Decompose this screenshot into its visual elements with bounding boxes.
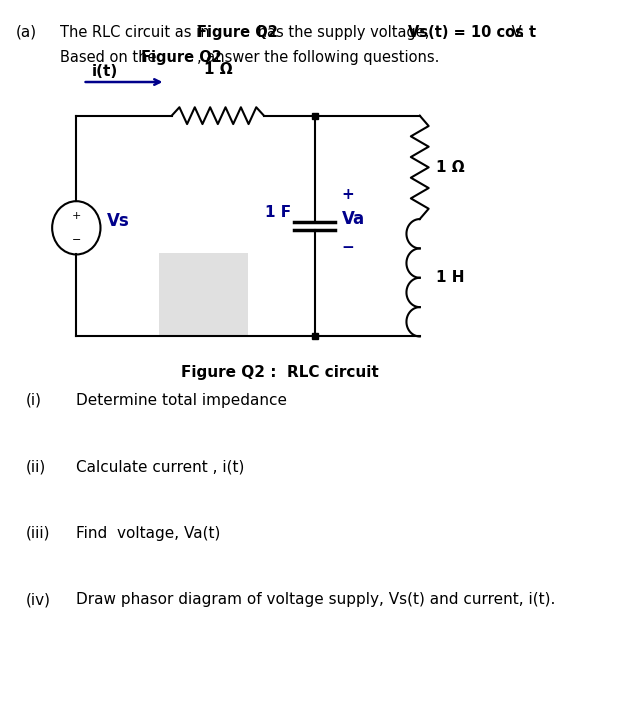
Text: Vs: Vs xyxy=(107,212,130,230)
Text: Figure Q2: Figure Q2 xyxy=(141,50,222,65)
Text: The RLC circuit as in: The RLC circuit as in xyxy=(60,25,215,39)
Text: , answer the following questions.: , answer the following questions. xyxy=(197,50,439,65)
Text: Based on the: Based on the xyxy=(60,50,162,65)
Text: 1 Ω: 1 Ω xyxy=(204,62,232,77)
Text: Figure Q2 :  RLC circuit: Figure Q2 : RLC circuit xyxy=(181,365,378,379)
Text: has the supply voltage,: has the supply voltage, xyxy=(252,25,434,39)
Text: (iii): (iii) xyxy=(25,526,50,540)
Text: +: + xyxy=(342,187,354,202)
Text: Determine total impedance: Determine total impedance xyxy=(76,393,287,407)
Text: V.: V. xyxy=(507,25,524,39)
Text: Figure Q2: Figure Q2 xyxy=(197,25,278,39)
Text: +: + xyxy=(72,211,81,221)
Text: Draw phasor diagram of voltage supply, Vs(t) and current, i(t).: Draw phasor diagram of voltage supply, V… xyxy=(76,592,556,607)
Text: Calculate current , i(t): Calculate current , i(t) xyxy=(76,459,245,474)
Text: i(t): i(t) xyxy=(92,64,118,79)
Text: −: − xyxy=(342,240,354,254)
Text: 1 Ω: 1 Ω xyxy=(436,160,464,175)
Text: (iv): (iv) xyxy=(25,592,50,607)
Text: Vs(t) = 10 cos t: Vs(t) = 10 cos t xyxy=(408,25,536,39)
Text: −: − xyxy=(72,235,81,245)
Text: 1 F: 1 F xyxy=(265,205,291,219)
Text: 1 H: 1 H xyxy=(436,271,464,285)
Text: Va: Va xyxy=(342,210,364,228)
Text: (ii): (ii) xyxy=(25,459,46,474)
Text: (i): (i) xyxy=(25,393,41,407)
Text: Find  voltage, Va(t): Find voltage, Va(t) xyxy=(76,526,221,540)
Text: (a): (a) xyxy=(16,25,37,39)
Bar xyxy=(159,252,248,336)
